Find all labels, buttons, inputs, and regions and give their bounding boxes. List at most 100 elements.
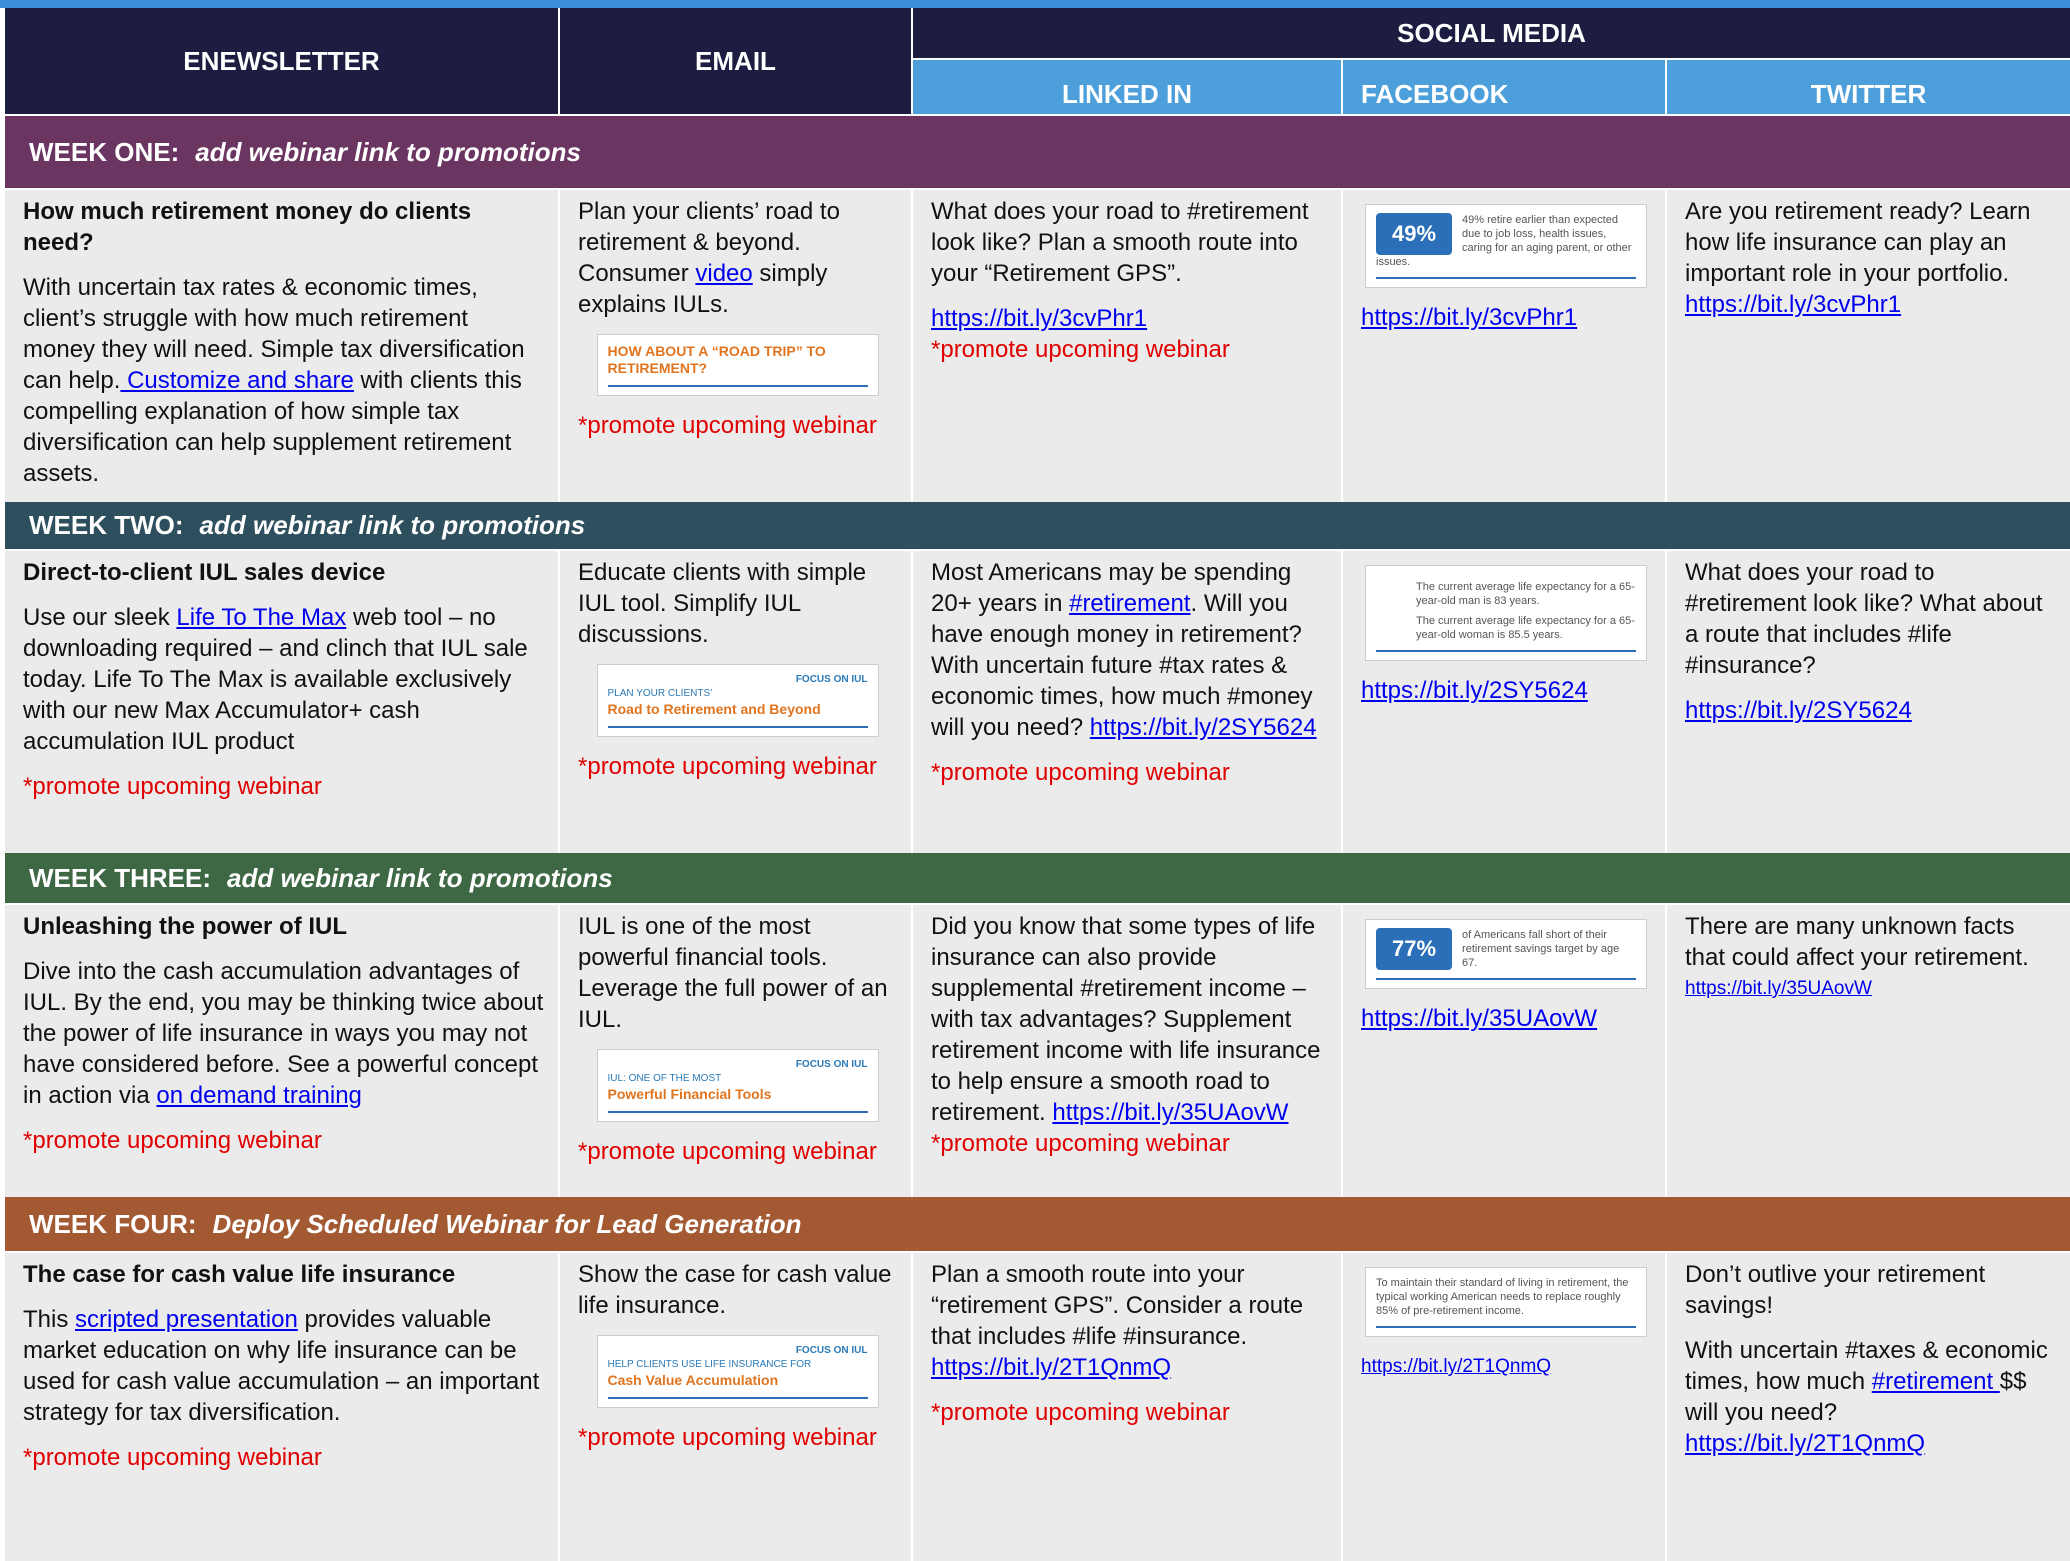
thumb-heading: PLAN YOUR CLIENTS’ — [607, 688, 713, 699]
week-label: WEEK TWO: — [29, 510, 184, 540]
thumb-caption: To maintain their standard of living in … — [1376, 1277, 1629, 1317]
link[interactable]: https://bit.ly/2SY5624 — [1089, 714, 1317, 741]
link[interactable]: https://bit.ly/35UAovW — [1361, 1005, 1598, 1032]
thumb-title: Road to Retirement and Beyond — [607, 701, 821, 717]
thumb-caption: 49% retire earlier than expected due to … — [1376, 214, 1632, 268]
thumb-tag: FOCUS ON IUL — [795, 674, 868, 685]
link[interactable]: https://bit.ly/2T1QnmQ — [931, 1354, 1172, 1381]
paragraph: What does your road to #retirement look … — [931, 196, 1327, 289]
text: With uncertain #taxes & economic times, … — [1685, 1337, 2048, 1395]
cell: What does your road to #retirement look … — [913, 190, 1341, 502]
text: Educate clients with simple IUL tool. Si… — [578, 559, 867, 648]
text: With uncertain tax rates & economic time… — [23, 274, 525, 394]
link[interactable]: https://bit.ly/2T1QnmQ — [1685, 1430, 1926, 1457]
paragraph: *promote upcoming webinar — [578, 410, 897, 441]
cell: There are many unknown facts that could … — [1667, 905, 2070, 1197]
paragraph: Educate clients with simple IUL tool. Si… — [578, 557, 897, 650]
thumb-stat: 49% — [1376, 213, 1453, 255]
paragraph: How much retirement money do clients nee… — [23, 196, 544, 258]
paragraph: Most Americans may be spending 20+ years… — [931, 557, 1327, 743]
text: Most Americans may be spending 20+ years… — [931, 559, 1292, 617]
text: Show the case for cash value life insura… — [578, 1261, 892, 1319]
thumb-caption: of Americans fall short of their retirem… — [1462, 929, 1620, 969]
column-header: ENEWSLETTER — [5, 8, 558, 114]
thumbnail: To maintain their standard of living in … — [1365, 1267, 1647, 1337]
paragraph: What does your road to #retirement look … — [1685, 557, 2056, 681]
link[interactable]: scripted presentation — [75, 1306, 298, 1333]
group-header: SOCIAL MEDIA — [913, 8, 2070, 58]
top-bar — [0, 0, 2070, 8]
thumbnail: HOW ABOUT A “ROAD TRIP” TO RETIREMENT? — [596, 334, 879, 396]
text: $$ will you need? — [1685, 1368, 2027, 1426]
column-header: LINKED IN — [913, 60, 1341, 114]
cell: Unleashing the power of IUL Dive into the… — [5, 905, 558, 1197]
text: provides valuable market education on wh… — [23, 1306, 540, 1426]
note: *promote upcoming webinar — [578, 1424, 877, 1451]
thumb-heading: IUL: ONE OF THE MOST — [607, 1073, 722, 1084]
note: *promote upcoming webinar — [931, 759, 1230, 786]
paragraph: https://bit.ly/2SY5624 — [1685, 695, 2056, 726]
paragraph: The case for cash value life insurance — [23, 1259, 544, 1290]
paragraph: *promote upcoming webinar — [578, 751, 897, 782]
link[interactable]: video — [695, 260, 753, 287]
thumb-stat: 77% — [1376, 928, 1453, 970]
text: IUL is one of the most powerful financia… — [578, 913, 888, 1033]
paragraph: Direct-to-client IUL sales device — [23, 557, 544, 588]
week-theme: Deploy Scheduled Webinar for Lead Genera… — [212, 1208, 802, 1239]
paragraph: https://bit.ly/3cvPhr1 — [1361, 302, 1651, 333]
cell: Plan your clients’ road to retirement & … — [560, 190, 911, 502]
cell: The case for cash value life insurance Th… — [5, 1253, 558, 1561]
link[interactable]: Life To The Max — [176, 604, 347, 631]
text: What does your road to #retirement look … — [1685, 559, 2043, 679]
paragraph: Plan your clients’ road to retirement & … — [578, 196, 897, 320]
cell: Direct-to-client IUL sales device Use our… — [5, 551, 558, 853]
cell: 77% of Americans fall short of their reti… — [1343, 905, 1665, 1197]
paragraph: https://bit.ly/3cvPhr1 *promote upcoming … — [931, 303, 1327, 365]
heading: How much retirement money do clients nee… — [23, 198, 472, 256]
text: Are you retirement ready? Learn how life… — [1685, 198, 2031, 287]
week-label: WEEK THREE: — [29, 862, 211, 893]
paragraph: Plan a smooth route into your “retiremen… — [931, 1259, 1327, 1383]
heading: Direct-to-client IUL sales device — [23, 559, 386, 586]
week-label: WEEK ONE: — [29, 136, 180, 167]
column-header: FACEBOOK — [1343, 60, 1665, 114]
text: What does your road to #retirement look … — [931, 198, 1309, 287]
link[interactable]: https://bit.ly/2SY5624 — [1685, 697, 1912, 724]
link[interactable]: https://bit.ly/3cvPhr1 — [1685, 291, 1902, 318]
link[interactable]: Customize and share — [120, 367, 354, 394]
thumbnail: FOCUS ON IUL PLAN YOUR CLIENTS’ Road to Re… — [596, 664, 879, 737]
paragraph: With uncertain tax rates & economic time… — [23, 272, 544, 489]
column-header: EMAIL — [560, 8, 911, 114]
note: *promote upcoming webinar — [23, 773, 322, 800]
text: . Will you have enough money in retireme… — [931, 590, 1313, 741]
thumbnail: FOCUS ON IUL HELP CLIENTS USE LIFE INSURA… — [596, 1335, 879, 1408]
cell: 49% 49% retire earlier than expected due … — [1343, 190, 1665, 502]
cell: The current average life expectancy for … — [1343, 551, 1665, 853]
cell: Plan a smooth route into your “retiremen… — [913, 1253, 1341, 1561]
note: *promote upcoming webinar — [931, 1399, 1230, 1426]
cell: Don’t outlive your retirement savings! Wi… — [1667, 1253, 2070, 1561]
paragraph: Unleashing the power of IUL — [23, 911, 544, 942]
text: There are many unknown facts that could … — [1685, 913, 2029, 971]
heading: The case for cash value life insurance — [23, 1261, 456, 1288]
week-label: WEEK FOUR: — [29, 1208, 197, 1239]
column-header: TWITTER — [1667, 60, 2070, 114]
link[interactable]: https://bit.ly/2SY5624 — [1361, 677, 1588, 704]
link[interactable]: https://bit.ly/35UAovW — [1685, 978, 1872, 999]
link[interactable]: on demand training — [156, 1082, 362, 1109]
link[interactable]: #retirement — [1871, 1368, 2000, 1395]
note: *promote upcoming webinar — [931, 1130, 1230, 1157]
link[interactable]: https://bit.ly/3cvPhr1 — [931, 305, 1148, 332]
thumb-caption: The current average life expectancy for … — [1416, 615, 1635, 641]
link[interactable]: https://bit.ly/3cvPhr1 — [1361, 304, 1578, 331]
link[interactable]: https://bit.ly/35UAovW — [1052, 1099, 1289, 1126]
paragraph: With uncertain #taxes & economic times, … — [1685, 1335, 2056, 1459]
link[interactable]: https://bit.ly/2T1QnmQ — [1361, 1356, 1552, 1377]
thumb-tag: FOCUS ON IUL — [795, 1345, 868, 1356]
paragraph: This scripted presentation provides valu… — [23, 1304, 544, 1428]
paragraph: *promote upcoming webinar — [931, 1397, 1327, 1428]
week-bar: WEEK ONE: add webinar link to promotions — [5, 116, 2070, 188]
paragraph: *promote upcoming webinar — [931, 757, 1327, 788]
link[interactable]: #retirement — [1069, 590, 1191, 617]
